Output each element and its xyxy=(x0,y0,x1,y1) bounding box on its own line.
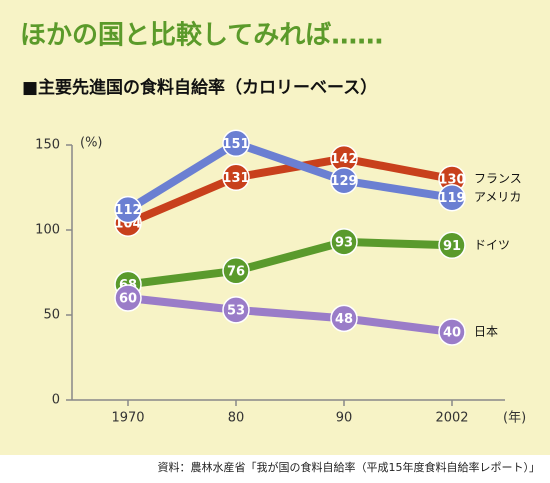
y-tick-label: 50 xyxy=(43,308,60,323)
series-line xyxy=(127,237,453,289)
data-point xyxy=(330,304,358,333)
y-tick-label: 150 xyxy=(35,138,60,153)
source-note: 資料：農林水産省「我が国の食料自給率（平成15年度食料自給率レポート）」 xyxy=(158,460,541,474)
y-tick-label: 0 xyxy=(52,393,60,408)
data-label: 40 xyxy=(443,326,461,341)
x-axis-label: (年) xyxy=(503,411,526,426)
x-tick-label: 90 xyxy=(336,411,353,426)
data-point xyxy=(114,195,142,224)
data-label: 130 xyxy=(438,173,465,188)
data-label: 151 xyxy=(222,137,249,152)
footer-background xyxy=(0,455,550,483)
data-label: 91 xyxy=(443,239,461,254)
data-label: 93 xyxy=(335,235,353,250)
data-label: 131 xyxy=(222,171,249,186)
x-tick-label: 80 xyxy=(228,411,245,426)
series-line xyxy=(125,139,453,214)
page-title: ほかの国と比較してみれば…… xyxy=(20,20,383,51)
data-point xyxy=(438,231,466,260)
data-label: 53 xyxy=(227,303,245,318)
legend-label: アメリカ xyxy=(474,190,521,204)
data-label: 119 xyxy=(438,191,465,206)
x-tick-label: 2002 xyxy=(435,411,468,426)
x-tick-label: 1970 xyxy=(111,411,144,426)
y-tick-label: 100 xyxy=(35,223,60,238)
y-axis-label: (%) xyxy=(80,136,103,151)
background xyxy=(0,0,550,455)
data-label: 76 xyxy=(227,264,245,279)
data-label: 112 xyxy=(114,203,141,218)
data-point xyxy=(222,129,250,158)
chart-subtitle: ■主要先進国の食料自給率（カロリーベース） xyxy=(22,77,377,98)
data-label: 142 xyxy=(330,152,357,167)
data-point xyxy=(114,284,142,312)
data-point xyxy=(330,228,358,256)
data-point xyxy=(222,257,250,285)
data-point xyxy=(438,183,466,212)
legend-label: フランス xyxy=(474,172,522,186)
series-line xyxy=(127,294,453,336)
data-label: 129 xyxy=(330,174,357,189)
data-point xyxy=(222,296,250,324)
legend-label: 日本 xyxy=(474,325,498,339)
data-label: 60 xyxy=(119,292,137,307)
data-point xyxy=(222,163,250,192)
data-label: 48 xyxy=(335,312,353,327)
data-point xyxy=(330,166,358,195)
data-point xyxy=(438,318,466,346)
legend-label: ドイツ xyxy=(474,238,510,252)
series-line xyxy=(126,154,453,227)
